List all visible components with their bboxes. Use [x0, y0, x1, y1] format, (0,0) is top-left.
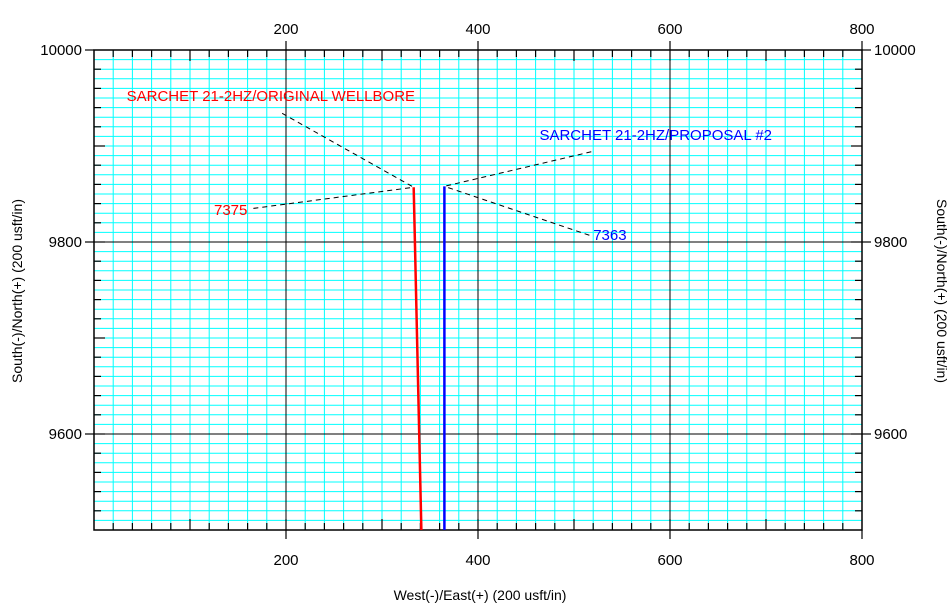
y-axis-label-left: South(-)/North(+) (200 usft/in)	[9, 199, 25, 383]
y-tick-label-left: 10000	[40, 42, 82, 59]
annotation-label: SARCHET 21-2HZ/ORIGINAL WELLBORE	[127, 88, 415, 105]
x-tick-label-top: 800	[849, 21, 874, 38]
y-tick-label-right: 9800	[874, 234, 907, 251]
y-tick-label-left: 9600	[49, 426, 82, 443]
annotation-leader-line	[281, 112, 414, 188]
x-tick-label-bottom: 200	[273, 552, 298, 569]
annotation-label: SARCHET 21-2HZ/PROPOSAL #2	[539, 127, 772, 144]
x-tick-label-bottom: 800	[849, 552, 874, 569]
annotation-labels: SARCHET 21-2HZ/ORIGINAL WELLBORE 7375 SARC…	[127, 88, 772, 244]
series-line	[412, 187, 423, 531]
annotation-label: 7363	[593, 227, 626, 244]
y-tick-label-right: 10000	[874, 42, 916, 59]
series-lines	[412, 186, 446, 531]
y-axis-label-right: South(-)/North(+) (200 usft/in)	[934, 199, 950, 383]
axis-ticks	[85, 41, 871, 539]
annotation-label: 7375	[214, 202, 247, 219]
annotation-leader-line	[253, 186, 414, 209]
x-axis-label: West(-)/East(+) (200 usft/in)	[394, 587, 567, 603]
annotation-leader-line	[444, 151, 592, 187]
x-tick-label-top: 600	[657, 21, 682, 38]
y-tick-label-left: 9800	[49, 234, 82, 251]
annotation-leaders	[253, 112, 592, 236]
major-gridlines	[94, 50, 862, 530]
x-tick-label-top: 200	[273, 21, 298, 38]
axis-tick-labels: 200 200 400 400 600 600 800 800 9600 9600 9800 9800…	[40, 21, 915, 569]
annotation-leader-line	[444, 185, 590, 236]
x-tick-label-top: 400	[465, 21, 490, 38]
x-tick-label-bottom: 400	[465, 552, 490, 569]
y-tick-label-right: 9600	[874, 426, 907, 443]
x-tick-label-bottom: 600	[657, 552, 682, 569]
